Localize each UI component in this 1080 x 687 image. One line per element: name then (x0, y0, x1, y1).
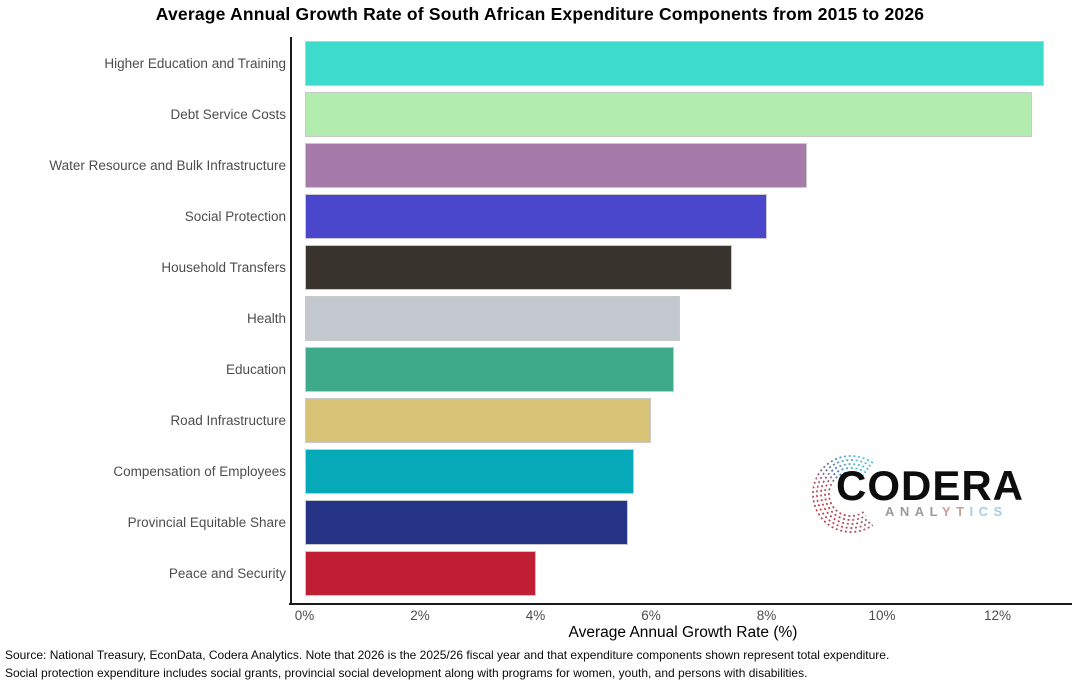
analytics-letter-segment: YT (941, 504, 970, 519)
codera-analytics-text: ANALYTICS (885, 505, 1008, 518)
bar (304, 347, 675, 392)
x-axis-line (289, 603, 1072, 605)
bar-row: Peace and Security (0, 551, 1080, 596)
bar (304, 398, 651, 443)
bar-row: Water Resource and Bulk Infrastructure (0, 143, 1080, 188)
x-tick-label: 10% (868, 608, 896, 623)
chart-title: Average Annual Growth Rate of South Afri… (155, 4, 925, 24)
category-label: Household Transfers (161, 260, 286, 275)
bar-row: Social Protection (0, 194, 1080, 239)
bar-row: Education (0, 347, 1080, 392)
bar (304, 143, 807, 188)
footnote-line-1: Source: National Treasury, EconData, Cod… (5, 648, 890, 662)
x-tick-label: 12% (983, 608, 1012, 623)
x-tick-label: 4% (525, 608, 546, 623)
codera-logo: CODERA ANALYTICS (809, 450, 1024, 542)
category-label: Social Protection (184, 209, 286, 224)
codera-arc-icon (812, 455, 874, 533)
bar (304, 194, 767, 239)
bar (304, 92, 1033, 137)
analytics-letter-segment: ANAL (885, 504, 942, 519)
bar-row: Household Transfers (0, 245, 1080, 290)
x-tick-label: 0% (294, 608, 315, 623)
category-label: Compensation of Employees (113, 464, 286, 479)
category-label: Health (246, 311, 286, 326)
bar (304, 551, 536, 596)
bar (304, 449, 634, 494)
bar-row: Provincial Equitable Share (0, 500, 1080, 545)
category-label: Debt Service Costs (170, 107, 286, 122)
analytics-letter-segment: ICS (969, 504, 1008, 519)
bar (304, 245, 732, 290)
bar-row: Road Infrastructure (0, 398, 1080, 443)
bar (304, 41, 1044, 86)
category-label: Higher Education and Training (104, 56, 286, 71)
bar-row: Higher Education and Training (0, 41, 1080, 86)
bar-row: Compensation of Employees (0, 449, 1080, 494)
category-label: Water Resource and Bulk Infrastructure (49, 158, 286, 173)
bar-row: Debt Service Costs (0, 92, 1080, 137)
x-axis-title: Average Annual Growth Rate (%) (568, 624, 798, 641)
category-label: Provincial Equitable Share (127, 515, 286, 530)
x-tick-label: 8% (756, 608, 777, 623)
category-label: Road Infrastructure (170, 413, 286, 428)
x-tick-label: 6% (641, 608, 661, 623)
bar (304, 500, 628, 545)
category-label: Peace and Security (168, 566, 286, 581)
category-label: Education (225, 362, 286, 377)
bar (304, 296, 680, 341)
codera-brand-text: CODERA (836, 462, 1025, 509)
y-axis-line (290, 37, 292, 604)
footnote-line-2: Social protection expenditure includes s… (5, 666, 808, 680)
x-tick-label: 2% (410, 608, 430, 623)
bar-row: Health (0, 296, 1080, 341)
